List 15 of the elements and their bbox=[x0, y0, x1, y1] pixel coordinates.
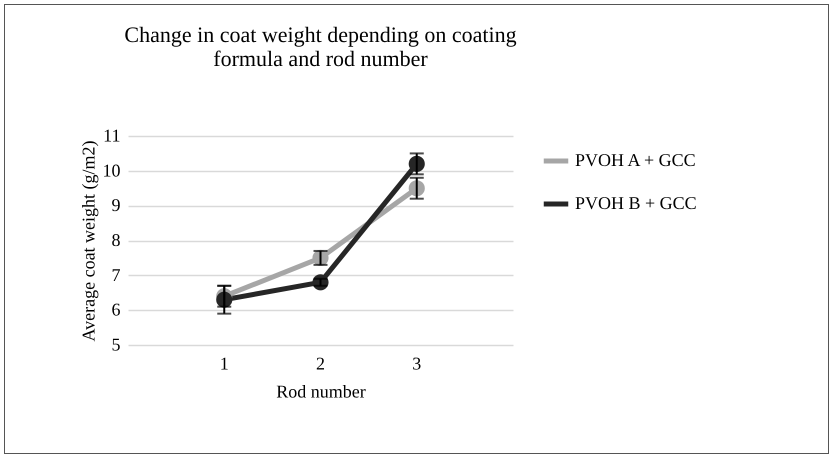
legend-label: PVOH B + GCC bbox=[575, 193, 697, 213]
y-tick-label: 8 bbox=[112, 230, 120, 250]
y-tick-label: 9 bbox=[112, 195, 120, 216]
chart-title: Change in coat weight depending on coating formula and rod number bbox=[124, 22, 517, 71]
y-tick-label: 7 bbox=[112, 264, 120, 285]
x-tick-label: 3 bbox=[412, 354, 422, 374]
legend-label: PVOH A + GCC bbox=[575, 150, 696, 170]
y-tick-label: 10 bbox=[102, 160, 120, 180]
y-tick-label: 5 bbox=[112, 334, 120, 354]
y-tick-label: 11 bbox=[103, 126, 120, 146]
x-tick-label: 2 bbox=[316, 354, 325, 374]
y-axis-title: Average coat weight (g/m2) bbox=[78, 140, 98, 342]
x-tick-label: 1 bbox=[220, 354, 229, 374]
x-axis-title: Rod number bbox=[276, 382, 366, 402]
y-tick-label: 6 bbox=[112, 300, 120, 320]
